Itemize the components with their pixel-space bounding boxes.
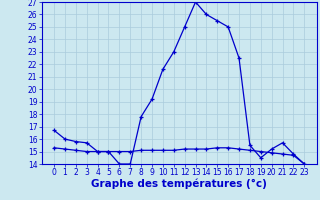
X-axis label: Graphe des températures (°c): Graphe des températures (°c) — [91, 179, 267, 189]
